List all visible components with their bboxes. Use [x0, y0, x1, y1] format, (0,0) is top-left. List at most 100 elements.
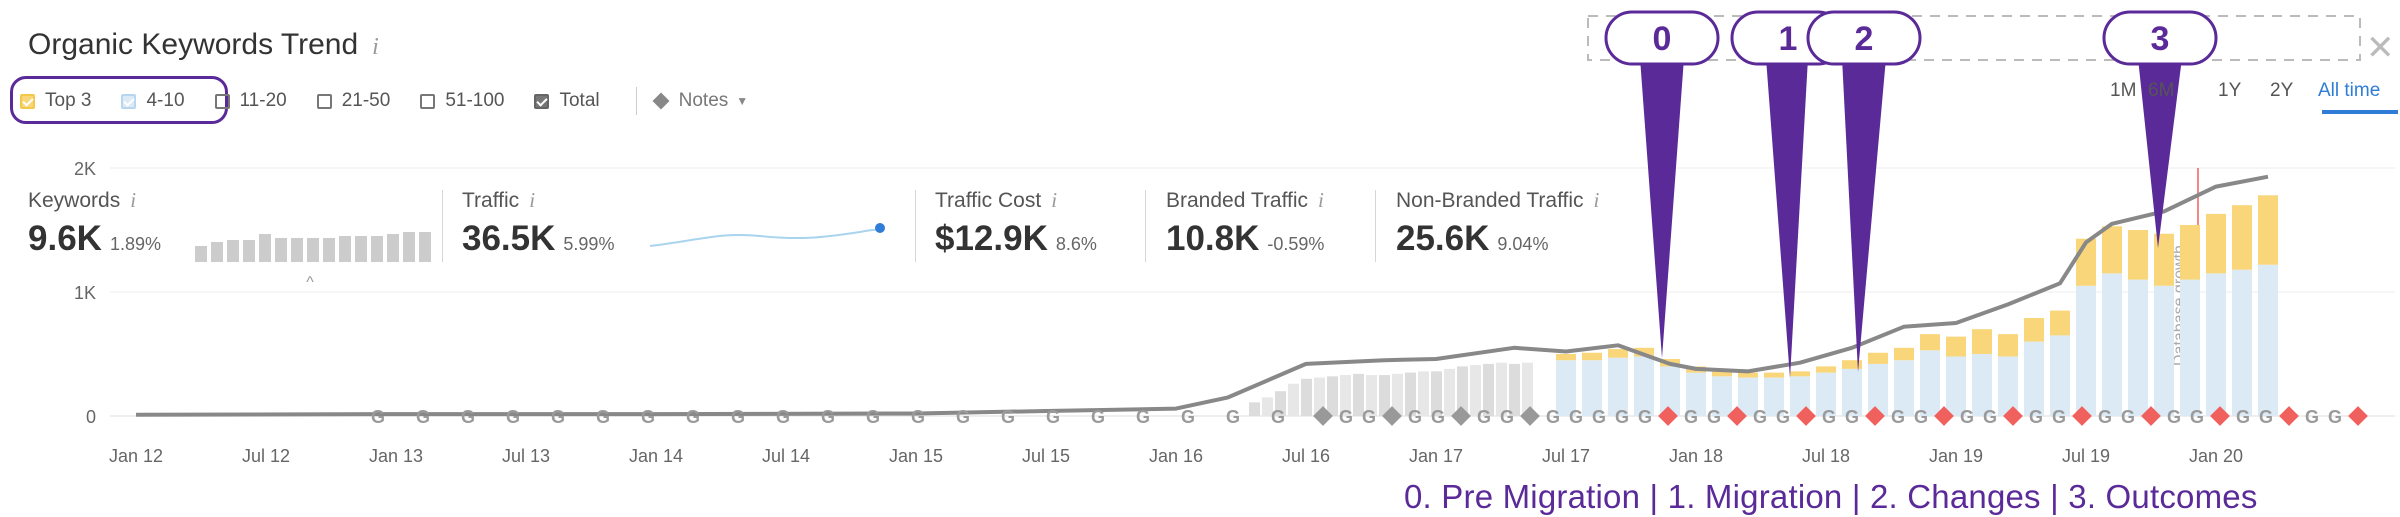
bar-top3: [1790, 371, 1810, 377]
x-tick-label: Jul 13: [502, 446, 550, 466]
google-update-icon: G: [1181, 407, 1195, 427]
bar-4-10: [1660, 366, 1680, 416]
checkbox-checked-icon[interactable]: [534, 93, 550, 109]
range-6m[interactable]: 6M: [2148, 80, 2175, 101]
filter-top3[interactable]: Top 3: [20, 90, 91, 112]
date-range-selector: 1M 6M 1Y 2Y All time: [2060, 80, 2400, 110]
google-update-icon: G: [1914, 407, 1928, 427]
note-red-diamond-icon: [1796, 406, 1816, 426]
total-bar: [1496, 362, 1507, 416]
range-1m[interactable]: 1M: [2110, 80, 2137, 101]
info-icon[interactable]: i: [130, 188, 137, 212]
total-bar: [1366, 375, 1377, 416]
google-update-icon: G: [596, 407, 610, 427]
note-diamond-icon: [1451, 406, 1471, 426]
bar-4-10: [2102, 273, 2122, 416]
total-bar: [1444, 368, 1455, 416]
total-bar: [1249, 402, 1260, 416]
metric-traffic-change: 5.99%: [563, 234, 615, 254]
metric-traffic: Traffic i 36.5K 5.99%: [462, 188, 614, 259]
info-icon[interactable]: i: [1051, 188, 1058, 212]
google-update-icon: G: [1615, 407, 1629, 427]
keywords-spark-bar: [339, 236, 351, 262]
close-icon[interactable]: ✕: [2366, 29, 2395, 67]
total-bar: [1392, 373, 1403, 416]
bar-4-10: [1738, 377, 1758, 416]
metric-branded-traffic: Branded Traffic i 10.8K -0.59%: [1166, 188, 1324, 259]
bar-4-10: [2050, 335, 2070, 416]
y-tick-label: 2K: [74, 159, 96, 179]
keywords-spark-bar: [403, 232, 415, 262]
google-update-icon: G: [1891, 407, 1905, 427]
metric-traffic-value: 36.5K: [462, 219, 556, 258]
google-update-icon: G: [821, 407, 835, 427]
google-update-icon: G: [1753, 407, 1767, 427]
x-tick-label: Jul 14: [762, 446, 810, 466]
filter-total[interactable]: Total: [534, 90, 600, 112]
info-icon[interactable]: i: [529, 188, 536, 212]
google-update-icon: G: [1776, 407, 1790, 427]
total-bar: [1301, 378, 1312, 416]
x-tick-label: Jan 15: [889, 446, 943, 466]
active-range-underline: [2322, 110, 2398, 114]
checkbox-checked-icon[interactable]: [20, 93, 35, 109]
callout-bubble: [1806, 10, 1922, 66]
keywords-spark-bar: [419, 232, 431, 262]
bar-4-10: [1790, 376, 1810, 416]
bar-top3: [2232, 205, 2252, 270]
checkbox-icon[interactable]: [214, 93, 230, 109]
bar-top3: [1816, 366, 1836, 373]
info-icon[interactable]: i: [372, 34, 379, 60]
google-update-icon: G: [2029, 407, 2043, 427]
bar-top3: [2206, 213, 2226, 274]
filter-51-100[interactable]: 51-100: [420, 90, 504, 112]
x-tick-label: Jan 20: [2189, 446, 2243, 466]
range-2y[interactable]: 2Y: [2270, 80, 2294, 101]
filter-total-label: Total: [559, 90, 600, 111]
total-bar: [1340, 375, 1351, 416]
filter-11-20-label: 11-20: [239, 90, 287, 111]
x-tick-label: Jul 19: [2062, 446, 2110, 466]
filter-21-50[interactable]: 21-50: [316, 90, 390, 112]
google-update-icon: G: [1136, 407, 1150, 427]
range-1y[interactable]: 1Y: [2218, 80, 2242, 101]
google-update-icon: G: [686, 407, 700, 427]
total-bar: [1483, 363, 1494, 416]
metric-non-branded-traffic: Non-Branded Traffic i 25.6K 9.04%: [1396, 188, 1599, 259]
bar-top3: [1712, 371, 1732, 377]
range-all-time[interactable]: All time: [2318, 80, 2381, 101]
bar-4-10: [1946, 356, 1966, 416]
total-bar: [1457, 366, 1468, 416]
checkbox-icon[interactable]: [420, 93, 436, 109]
bar-4-10: [2024, 341, 2044, 416]
filter-highlight: [10, 76, 228, 124]
bar-4-10: [2180, 279, 2200, 416]
info-icon[interactable]: i: [1593, 188, 1600, 212]
filter-11-20[interactable]: 11-20: [214, 90, 287, 112]
checkbox-checked-icon[interactable]: [121, 93, 137, 109]
bar-top3: [1608, 349, 1628, 358]
callout-bubble: [2102, 10, 2218, 66]
bar-4-10: [1556, 360, 1576, 416]
bar-top3: [1842, 360, 1862, 369]
keywords-spark-bar: [211, 242, 223, 262]
bar-4-10: [2206, 273, 2226, 416]
filter-top3-label: Top 3: [45, 90, 92, 111]
selection-box: [1587, 15, 2361, 61]
notes-dropdown[interactable]: Notes ▼: [652, 90, 748, 112]
callout-number: 2: [1855, 20, 1874, 58]
google-update-icon: G: [1046, 407, 1060, 427]
filter-4-10[interactable]: 4-10: [121, 90, 185, 112]
google-update-icon: G: [1001, 407, 1015, 427]
info-icon[interactable]: i: [1318, 188, 1324, 212]
metric-non-branded-traffic-label: Non-Branded Traffic: [1396, 189, 1584, 212]
google-update-icon: G: [1592, 407, 1606, 427]
bar-top3: [1634, 347, 1654, 357]
metric-traffic-cost: Traffic Cost i $12.9K 8.6%: [935, 188, 1097, 259]
callout-bubble: [1604, 10, 1720, 66]
bar-top3: [1894, 347, 1914, 361]
bar-4-10: [2128, 279, 2148, 416]
bar-top3: [1764, 372, 1784, 378]
checkbox-icon[interactable]: [316, 93, 332, 109]
